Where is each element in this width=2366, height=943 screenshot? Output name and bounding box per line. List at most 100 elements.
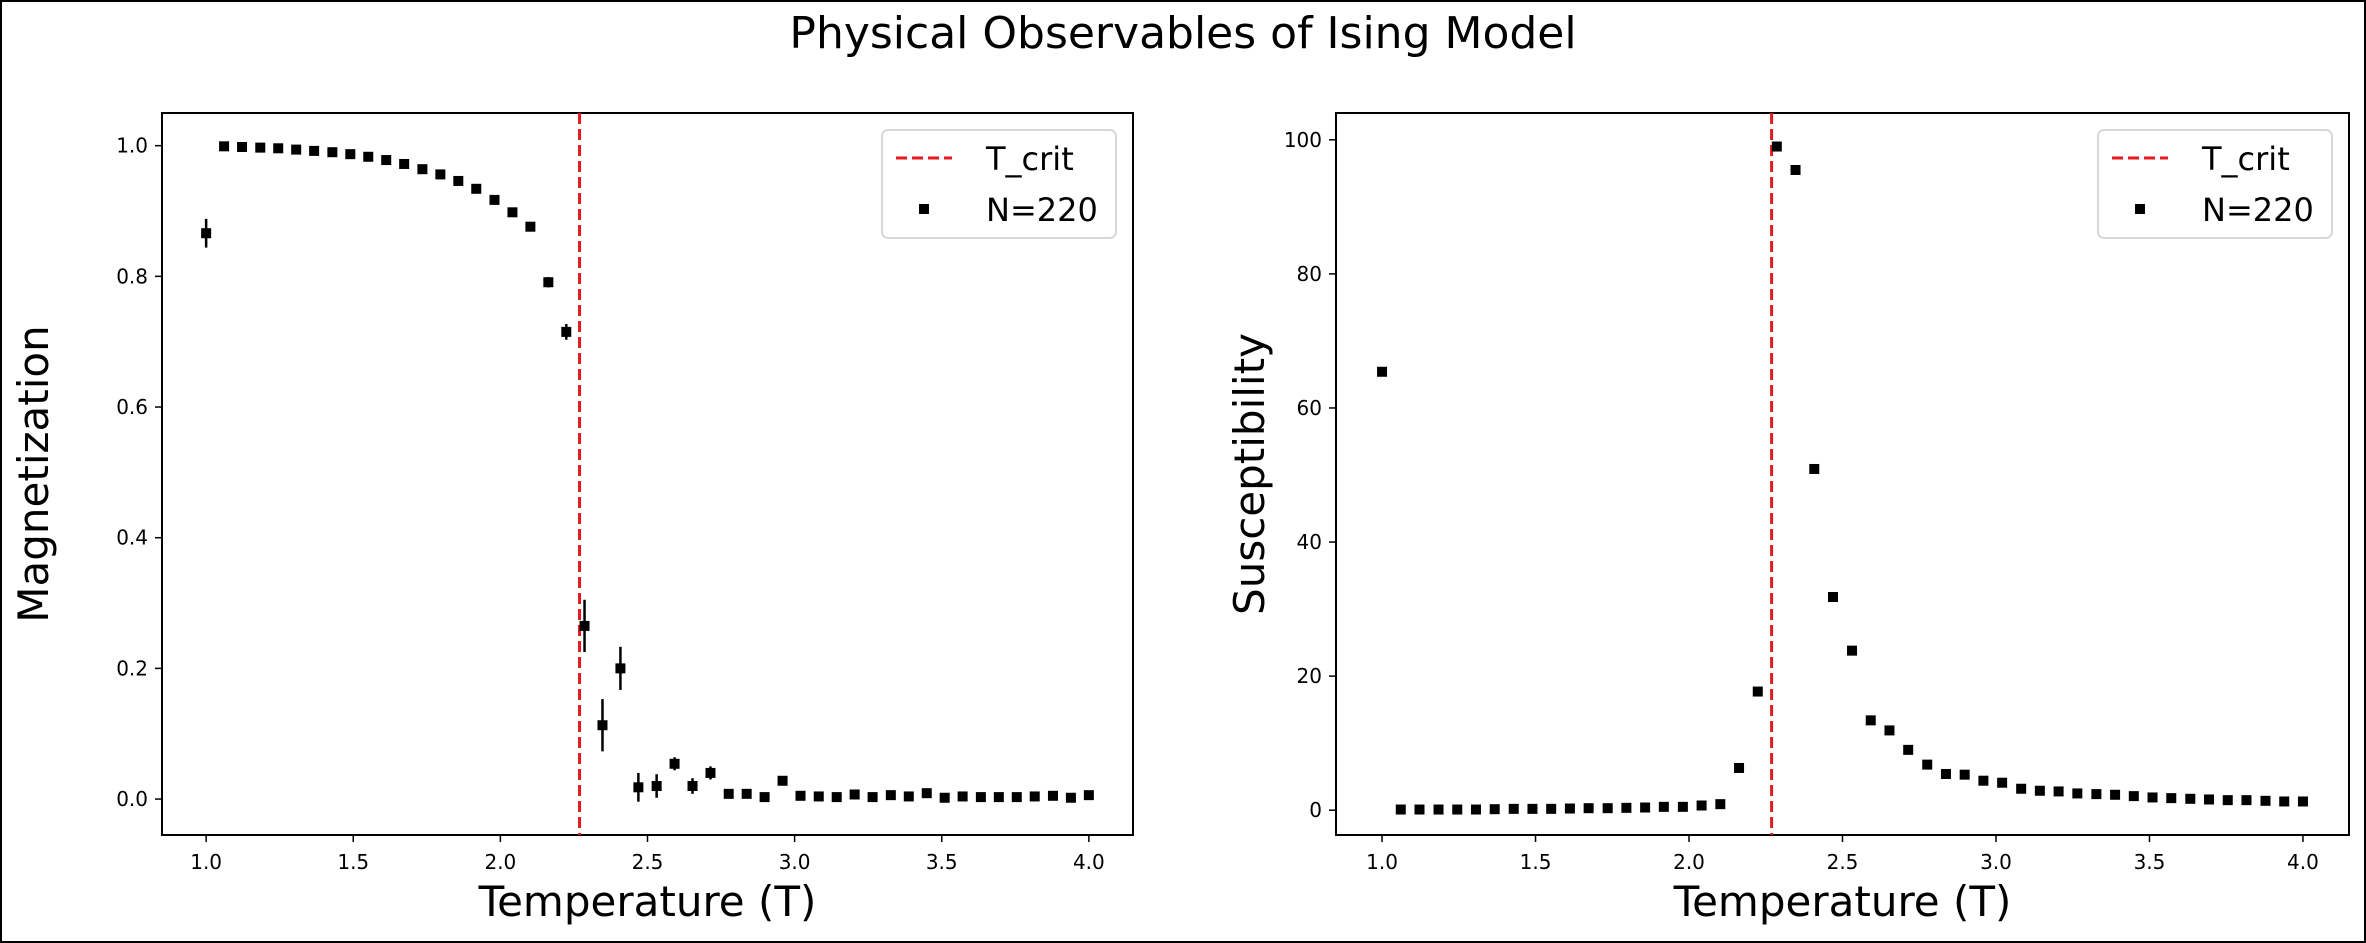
data-point (1959, 769, 1970, 780)
data-point (1452, 804, 1463, 815)
data-point (867, 792, 878, 803)
data-point (219, 141, 230, 152)
data-point (1433, 804, 1444, 815)
y-tick-label: 1.0 (116, 134, 148, 158)
data-point (921, 788, 932, 799)
data-point (1395, 804, 1406, 815)
x-axis-label: Temperature (T) (478, 877, 817, 926)
data-point (651, 780, 662, 791)
data-point (2279, 796, 2290, 807)
y-axis-label: Susceptibility (1225, 333, 1274, 615)
data-point (2241, 795, 2252, 806)
data-point (1065, 792, 1076, 803)
data-point (1827, 592, 1838, 603)
y-tick-label: 0.6 (116, 395, 148, 419)
legend-box (881, 129, 1117, 239)
data-point (381, 155, 392, 166)
data-point (273, 143, 284, 154)
data-point (939, 792, 950, 803)
legend-series-swatch (919, 204, 929, 214)
x-tick-label: 2.0 (484, 850, 516, 874)
data-point (1047, 790, 1058, 801)
data-point (849, 789, 860, 800)
legend-series-label: N=220 (986, 191, 1098, 229)
data-point (1602, 803, 1613, 814)
data-point (2128, 791, 2139, 802)
data-point (453, 175, 464, 186)
data-point (1696, 800, 1707, 811)
x-tick-label: 1.5 (1520, 850, 1552, 874)
data-point (1752, 686, 1763, 697)
data-point (903, 791, 914, 802)
data-point (795, 790, 806, 801)
data-point (1922, 759, 1933, 770)
x-tick-label: 2.0 (1673, 850, 1705, 874)
data-point (687, 780, 698, 791)
data-point (813, 791, 824, 802)
data-point (2297, 796, 2308, 807)
data-point (1621, 802, 1632, 813)
y-axis-label: Magnetization (9, 325, 58, 622)
figure-title: Physical Observables of Ising Model (789, 8, 1577, 59)
legend-tcrit-label: T_crit (2201, 140, 2290, 178)
data-point (1658, 801, 1669, 812)
data-point (1083, 790, 1094, 801)
data-point (399, 158, 410, 169)
data-point (1489, 804, 1500, 815)
legend-box (2097, 129, 2333, 239)
x-tick-label: 3.5 (926, 850, 958, 874)
data-point (1715, 799, 1726, 810)
y-tick-label: 0 (1309, 798, 1322, 822)
legend-series-swatch (2135, 204, 2145, 214)
data-point (1903, 744, 1914, 755)
data-point (831, 792, 842, 803)
data-point (1640, 802, 1651, 813)
magnetization-panel: 1.0 1.5 2.0 2.5 3.0 3.5 4.0 0.0 0.2 0.4 0.6 0.8 1.0 T… (9, 112, 1134, 926)
y-tick-label: 20 (1297, 664, 1322, 688)
data-point (1978, 775, 1989, 786)
legend-tcrit-label: T_crit (985, 140, 1074, 178)
x-tick-label: 3.0 (1980, 850, 2012, 874)
data-point (885, 790, 896, 801)
data-point (237, 141, 248, 152)
data-point (633, 782, 644, 793)
x-tick-label: 1.0 (1366, 850, 1398, 874)
data-point (1546, 803, 1557, 814)
data-point (705, 767, 716, 778)
data-point (2147, 792, 2158, 803)
data-point (993, 792, 1004, 803)
data-point (1809, 463, 1820, 474)
data-point (2204, 794, 2215, 805)
data-point (1790, 164, 1801, 175)
data-point (525, 221, 536, 232)
data-point (1508, 803, 1519, 814)
x-tick-label: 1.0 (190, 850, 222, 874)
y-tick-label: 0.8 (116, 264, 148, 288)
data-point (975, 792, 986, 803)
data-point (2034, 785, 2045, 796)
data-point (363, 151, 374, 162)
data-point (1527, 803, 1538, 814)
data-point (1847, 645, 1858, 656)
data-point (1884, 725, 1895, 736)
data-point (2016, 783, 2027, 794)
data-point (489, 194, 500, 205)
x-tick-label: 2.5 (1827, 850, 1859, 874)
data-point (1470, 804, 1481, 815)
data-point (507, 207, 518, 218)
data-point (1583, 803, 1594, 814)
data-point (741, 788, 752, 799)
x-tick-label: 4.0 (2287, 850, 2319, 874)
y-tick-label: 40 (1297, 530, 1322, 554)
data-point (1997, 777, 2008, 788)
data-point (309, 145, 320, 156)
data-point (2053, 786, 2064, 797)
data-point (2185, 793, 2196, 804)
data-point (1940, 768, 1951, 779)
data-point (2166, 793, 2177, 804)
x-tick-label: 2.5 (632, 850, 664, 874)
data-point (669, 758, 680, 769)
data-point (759, 792, 770, 803)
